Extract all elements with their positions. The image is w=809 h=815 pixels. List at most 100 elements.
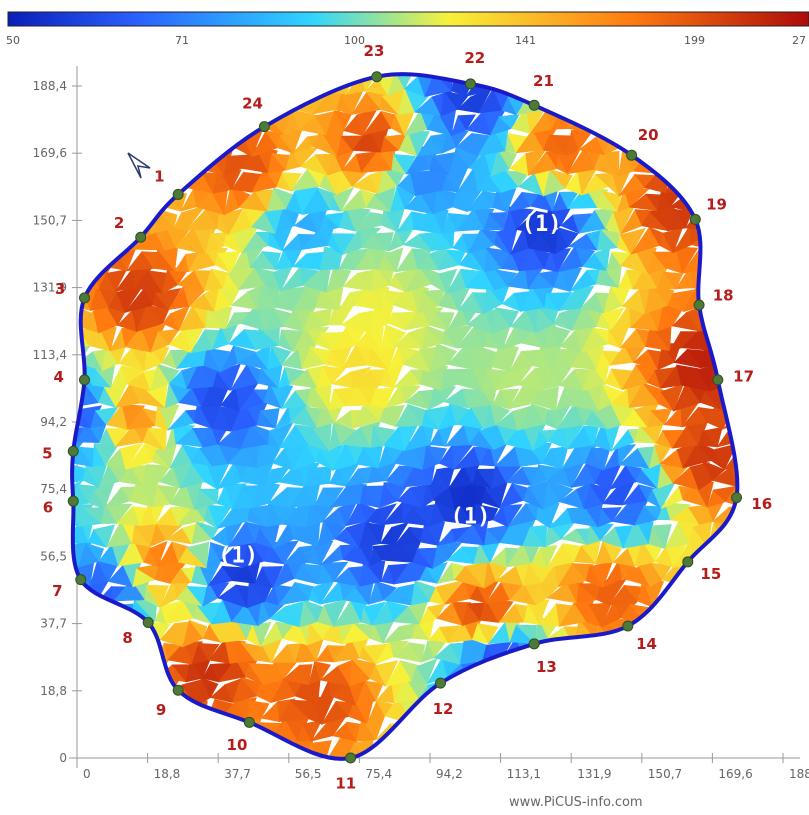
- heat-cell: [87, 74, 110, 78]
- heat-cell: [72, 698, 92, 724]
- heat-cell: [722, 305, 738, 331]
- heat-cell: [99, 94, 125, 109]
- heat-cell: [730, 93, 738, 114]
- heat-cell: [81, 665, 95, 683]
- heat-cell: [587, 638, 599, 663]
- heat-cell: [429, 50, 449, 71]
- heat-cell: [539, 762, 565, 783]
- heat-cell: [764, 682, 791, 703]
- heat-cell: [364, 680, 384, 702]
- heat-cell: [719, 676, 738, 697]
- heat-cell: [121, 108, 139, 137]
- heat-cell: [186, 541, 210, 569]
- sensor-point: [67, 445, 79, 457]
- heat-cell: [281, 172, 303, 192]
- heat-cell: [734, 131, 738, 149]
- heat-cell: [494, 269, 518, 287]
- heatmap-cells: [72, 50, 809, 783]
- heat-cell: [250, 737, 273, 758]
- heat-cell: [702, 657, 724, 682]
- heat-cell: [775, 94, 795, 113]
- heat-cell: [703, 74, 731, 75]
- heat-cell: [195, 521, 219, 540]
- sensor-point: [75, 574, 87, 586]
- sensor-label: 23: [364, 42, 385, 60]
- heat-cell: [72, 585, 89, 603]
- heat-cell: [573, 702, 590, 726]
- heat-cell: [435, 312, 455, 332]
- heat-cell: [756, 77, 781, 95]
- heat-cell: [184, 739, 200, 759]
- colorbar-tick-label: 50: [6, 34, 20, 47]
- heat-cell: [749, 304, 770, 323]
- heat-cell: [418, 757, 439, 759]
- heat-cell: [271, 74, 294, 89]
- heat-cell: [750, 428, 771, 448]
- heat-cell: [757, 520, 778, 541]
- heat-cell: [794, 383, 809, 411]
- y-tick-label: 18,8: [40, 684, 67, 698]
- heat-cell: [753, 386, 771, 410]
- heat-cell: [232, 74, 253, 75]
- y-tick-label: 169,6: [33, 146, 67, 160]
- heat-cell: [408, 602, 428, 625]
- heat-cell: [102, 75, 124, 98]
- heat-cell: [322, 487, 344, 508]
- heat-cell: [687, 685, 703, 705]
- heat-cell: [734, 74, 738, 96]
- heat-cell: [123, 94, 147, 116]
- heat-cell: [116, 194, 140, 211]
- heat-cell: [127, 662, 150, 680]
- heat-cell: [628, 724, 651, 743]
- heat-cell: [82, 245, 102, 273]
- heat-cell: [754, 405, 774, 429]
- heat-cell: [791, 503, 809, 520]
- heat-cell: [332, 268, 352, 288]
- heat-cell: [314, 661, 331, 681]
- heat-cell: [93, 658, 118, 685]
- heat-cell: [784, 226, 809, 252]
- heat-cell: [761, 623, 778, 644]
- heat-cell: [75, 227, 104, 253]
- heat-cell: [196, 716, 221, 746]
- heat-cell: [734, 189, 738, 216]
- heat-cell: [115, 175, 136, 191]
- heat-cell: [765, 600, 785, 622]
- heat-cell: [654, 744, 678, 759]
- heat-cell: [756, 755, 778, 781]
- heat-cell: [729, 74, 738, 78]
- heat-cell: [756, 108, 781, 137]
- heat-cell: [793, 346, 809, 363]
- heat-cell: [72, 228, 93, 253]
- heat-cell: [121, 365, 146, 385]
- heat-cell: [557, 762, 577, 777]
- heat-cell: [498, 677, 527, 703]
- heat-cell: [763, 566, 787, 587]
- heat-cell: [510, 677, 537, 703]
- heat-cell: [291, 75, 312, 95]
- heat-cell: [312, 579, 336, 605]
- heat-cell: [775, 128, 796, 152]
- heat-cell: [782, 638, 801, 665]
- heat-cell: [595, 88, 617, 118]
- heat-cell: [427, 603, 446, 619]
- heat-cell: [91, 641, 110, 665]
- sensor-label: 15: [700, 565, 721, 583]
- heat-cell: [159, 88, 181, 114]
- heat-cell: [660, 383, 684, 412]
- heat-cell: [609, 74, 633, 77]
- heat-cell: [768, 580, 785, 602]
- heat-cell: [103, 679, 135, 704]
- heat-cell: [765, 386, 787, 402]
- heat-cell: [763, 89, 781, 112]
- heat-cell: [733, 344, 738, 370]
- heat-cell: [724, 386, 738, 404]
- heat-cell: [556, 681, 587, 706]
- heat-cell: [302, 720, 322, 742]
- heat-cell: [765, 757, 791, 781]
- heat-cell: [690, 599, 710, 627]
- heat-cell: [195, 762, 211, 783]
- heat-cell: [760, 246, 780, 268]
- sensor-label: 6: [43, 498, 53, 516]
- heat-cell: [709, 74, 731, 95]
